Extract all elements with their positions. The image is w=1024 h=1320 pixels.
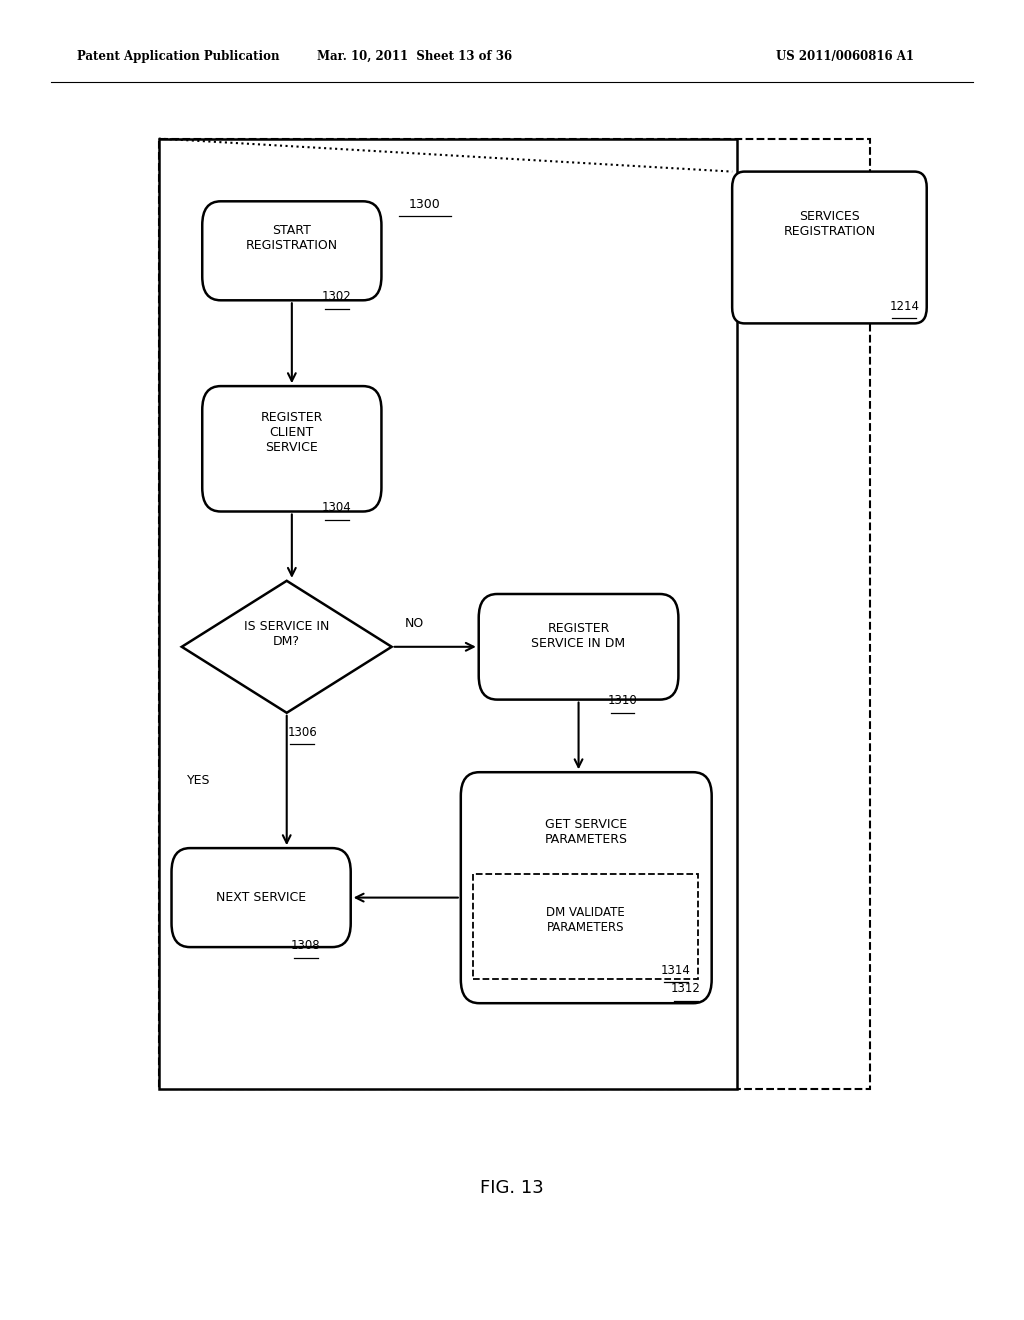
FancyBboxPatch shape — [732, 172, 927, 323]
Text: NO: NO — [406, 616, 424, 630]
Text: 1304: 1304 — [322, 502, 351, 515]
Text: GET SERVICE
PARAMETERS: GET SERVICE PARAMETERS — [545, 817, 628, 846]
Text: 1312: 1312 — [671, 982, 701, 995]
Text: 1302: 1302 — [322, 290, 351, 304]
Text: YES: YES — [186, 774, 210, 787]
Text: US 2011/0060816 A1: US 2011/0060816 A1 — [776, 50, 913, 63]
Text: NEXT SERVICE: NEXT SERVICE — [216, 891, 306, 904]
FancyBboxPatch shape — [159, 139, 737, 1089]
Text: 1310: 1310 — [607, 694, 637, 708]
Text: 1314: 1314 — [660, 964, 691, 977]
FancyBboxPatch shape — [473, 874, 698, 979]
Text: SERVICES
REGISTRATION: SERVICES REGISTRATION — [783, 210, 876, 238]
FancyBboxPatch shape — [202, 201, 381, 300]
FancyBboxPatch shape — [461, 772, 712, 1003]
Text: START
REGISTRATION: START REGISTRATION — [246, 223, 338, 252]
Text: 1308: 1308 — [291, 940, 321, 952]
Text: REGISTER
CLIENT
SERVICE: REGISTER CLIENT SERVICE — [261, 412, 323, 454]
Text: 1306: 1306 — [287, 726, 317, 739]
FancyBboxPatch shape — [172, 847, 350, 948]
Text: Mar. 10, 2011  Sheet 13 of 36: Mar. 10, 2011 Sheet 13 of 36 — [317, 50, 512, 63]
Text: REGISTER
SERVICE IN DM: REGISTER SERVICE IN DM — [531, 622, 626, 651]
Text: DM VALIDATE
PARAMETERS: DM VALIDATE PARAMETERS — [547, 906, 625, 935]
FancyBboxPatch shape — [202, 385, 381, 511]
Polygon shape — [182, 581, 391, 713]
Text: Patent Application Publication: Patent Application Publication — [77, 50, 280, 63]
Text: 1214: 1214 — [889, 300, 920, 313]
Text: FIG. 13: FIG. 13 — [480, 1179, 544, 1197]
FancyBboxPatch shape — [478, 594, 678, 700]
FancyBboxPatch shape — [159, 139, 870, 1089]
Text: 1300: 1300 — [409, 198, 441, 211]
Text: IS SERVICE IN
DM?: IS SERVICE IN DM? — [244, 619, 330, 648]
